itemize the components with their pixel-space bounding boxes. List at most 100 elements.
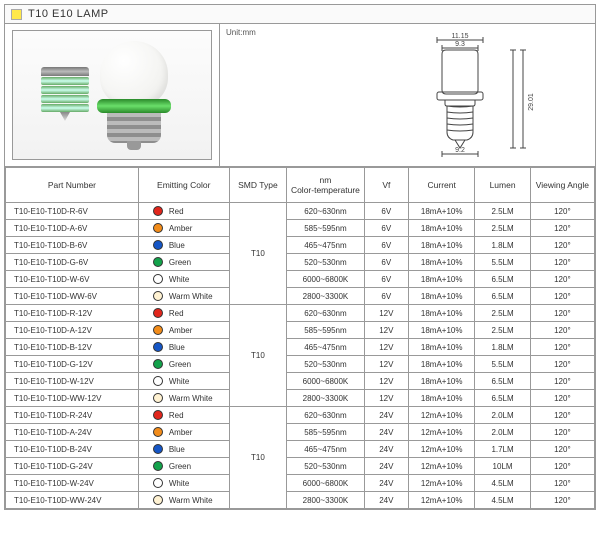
cell-viewing-angle: 120° (530, 458, 594, 475)
table-row: T10-E10-T10D-G-24VGreen520~530nm24V12mA+… (6, 458, 595, 475)
table-row: T10-E10-T10D-A-24VAmber585~595nm24V12mA+… (6, 424, 595, 441)
color-label: Green (169, 360, 191, 369)
table-row: T10-E10-T10D-W-24VWhite6000~6800K24V12mA… (6, 475, 595, 492)
cell-part-number: T10-E10-T10D-R-6V (6, 203, 139, 220)
cell-vf: 24V (364, 441, 408, 458)
color-dot-icon (153, 393, 163, 403)
cell-lumen: 2.0LM (475, 407, 530, 424)
cell-color-temp: 6000~6800K (287, 373, 365, 390)
dim-top2: 9.3 (455, 41, 465, 48)
cell-lumen: 2.5LM (475, 220, 530, 237)
cell-color-temp: 585~595nm (287, 220, 365, 237)
th-current: Current (408, 168, 474, 203)
cell-vf: 24V (364, 492, 408, 509)
cell-emitting-color: White (138, 475, 229, 492)
th-part-number: Part Number (6, 168, 139, 203)
dimension-diagram: 11.15 9.3 9.2 29.01 (405, 32, 555, 160)
table-row: T10-E10-T10D-WW-6VWarm White2800~3300K6V… (6, 288, 595, 305)
cell-vf: 12V (364, 356, 408, 373)
color-label: Red (169, 411, 184, 420)
table-row: T10-E10-T10D-W-6VWhite6000~6800K6V18mA+1… (6, 271, 595, 288)
color-label: Blue (169, 343, 185, 352)
cell-viewing-angle: 120° (530, 322, 594, 339)
table-row: T10-E10-T10D-B-6VBlue465~475nm6V18mA+10%… (6, 237, 595, 254)
table-row: T10-E10-T10D-B-12VBlue465~475nm12V18mA+1… (6, 339, 595, 356)
cell-lumen: 10LM (475, 458, 530, 475)
cell-vf: 6V (364, 220, 408, 237)
product-photo-cell (5, 24, 220, 166)
cell-vf: 6V (364, 254, 408, 271)
cell-emitting-color: Red (138, 203, 229, 220)
cell-current: 18mA+10% (408, 339, 474, 356)
cell-current: 18mA+10% (408, 305, 474, 322)
th-lumen: Lumen (475, 168, 530, 203)
color-dot-icon (153, 240, 163, 250)
cell-part-number: T10-E10-T10D-WW-12V (6, 390, 139, 407)
cell-vf: 24V (364, 458, 408, 475)
color-dot-icon (153, 359, 163, 369)
cell-lumen: 1.7LM (475, 441, 530, 458)
cell-smd-type: T10 (229, 203, 287, 305)
cell-current: 12mA+10% (408, 492, 474, 509)
cell-part-number: T10-E10-T10D-A-12V (6, 322, 139, 339)
cell-current: 18mA+10% (408, 373, 474, 390)
cell-emitting-color: Amber (138, 424, 229, 441)
cell-color-temp: 6000~6800K (287, 475, 365, 492)
cell-viewing-angle: 120° (530, 203, 594, 220)
cell-viewing-angle: 120° (530, 390, 594, 407)
cell-emitting-color: Amber (138, 322, 229, 339)
color-dot-icon (153, 444, 163, 454)
th-color-temp: nmColor-temperature (287, 168, 365, 203)
cell-part-number: T10-E10-T10D-A-24V (6, 424, 139, 441)
cell-vf: 6V (364, 203, 408, 220)
cell-viewing-angle: 120° (530, 339, 594, 356)
cell-part-number: T10-E10-T10D-G-24V (6, 458, 139, 475)
color-dot-icon (153, 342, 163, 352)
dim-top1: 11.15 (452, 33, 469, 40)
cell-lumen: 1.8LM (475, 339, 530, 356)
cell-part-number: T10-E10-T10D-W-24V (6, 475, 139, 492)
cell-vf: 12V (364, 373, 408, 390)
cell-part-number: T10-E10-T10D-A-6V (6, 220, 139, 237)
cell-vf: 12V (364, 305, 408, 322)
page-title: T10 E10 LAMP (28, 8, 109, 20)
cell-vf: 6V (364, 271, 408, 288)
cell-smd-type: T10 (229, 407, 287, 509)
cell-color-temp: 620~630nm (287, 305, 365, 322)
cell-emitting-color: Red (138, 305, 229, 322)
color-label: White (169, 275, 189, 284)
cell-part-number: T10-E10-T10D-R-24V (6, 407, 139, 424)
color-label: White (169, 377, 189, 386)
color-dot-icon (153, 495, 163, 505)
table-row: T10-E10-T10D-R-12VRedT10620~630nm12V18mA… (6, 305, 595, 322)
cell-emitting-color: Blue (138, 237, 229, 254)
cell-color-temp: 6000~6800K (287, 271, 365, 288)
cell-viewing-angle: 120° (530, 356, 594, 373)
table-row: T10-E10-T10D-A-12VAmber585~595nm12V18mA+… (6, 322, 595, 339)
cell-lumen: 4.5LM (475, 475, 530, 492)
color-label: Green (169, 462, 191, 471)
cell-part-number: T10-E10-T10D-B-12V (6, 339, 139, 356)
color-dot-icon (153, 274, 163, 284)
cell-emitting-color: Warm White (138, 288, 229, 305)
cell-viewing-angle: 120° (530, 373, 594, 390)
cell-current: 12mA+10% (408, 475, 474, 492)
cell-viewing-angle: 120° (530, 237, 594, 254)
th-vf: Vf (364, 168, 408, 203)
color-label: White (169, 479, 189, 488)
cell-lumen: 5.5LM (475, 356, 530, 373)
cell-current: 18mA+10% (408, 203, 474, 220)
cell-color-temp: 520~530nm (287, 254, 365, 271)
cell-current: 18mA+10% (408, 356, 474, 373)
cell-viewing-angle: 120° (530, 305, 594, 322)
cell-vf: 24V (364, 424, 408, 441)
cell-viewing-angle: 120° (530, 254, 594, 271)
cell-vf: 12V (364, 339, 408, 356)
cell-part-number: T10-E10-T10D-G-12V (6, 356, 139, 373)
cell-vf: 24V (364, 407, 408, 424)
cell-emitting-color: Green (138, 458, 229, 475)
cell-color-temp: 520~530nm (287, 458, 365, 475)
cell-smd-type: T10 (229, 305, 287, 407)
table-row: T10-E10-T10D-B-24VBlue465~475nm24V12mA+1… (6, 441, 595, 458)
color-dot-icon (153, 257, 163, 267)
